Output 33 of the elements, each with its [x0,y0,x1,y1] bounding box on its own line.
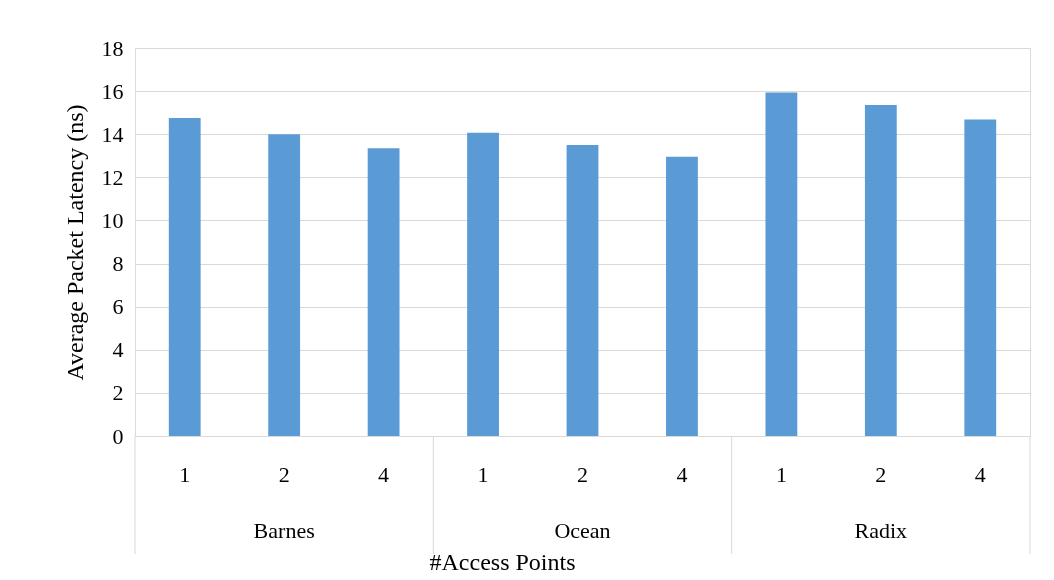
x-tick-label: 1 [179,461,191,487]
bar [566,145,599,436]
x-tick-label: 2 [875,461,887,487]
x-tick-label: 4 [676,461,688,487]
y-tick-label: 2 [112,380,124,406]
x-tick-label: 4 [974,461,986,487]
x-tick-label: 1 [477,461,489,487]
x-axis-title: #Access Points [429,549,576,575]
x-tick-label: 4 [378,461,390,487]
y-tick-label: 8 [112,251,124,277]
bar [964,119,997,436]
y-tick-label: 16 [101,78,124,104]
y-axis-title: Average Packet Latency (ns) [61,104,88,381]
bar [367,148,400,436]
bar [168,118,201,436]
bar [268,134,301,436]
y-tick-label: 14 [101,121,124,147]
y-tick-label: 4 [112,337,124,363]
bar [467,132,499,436]
y-tick-label: 18 [101,35,124,61]
text: Ocean [554,518,611,543]
y-tick-label: 10 [101,207,124,233]
x-tick-label: 2 [577,461,588,487]
bar [864,105,897,436]
x-tick-label: 1 [775,461,787,487]
bar [666,156,698,436]
text: Radix [854,518,908,543]
bar [765,92,798,436]
x-tick-label: 2 [278,461,290,487]
y-tick-label: 12 [101,164,124,190]
y-tick-label: 0 [112,423,124,449]
text: Barnes [253,518,315,543]
y-tick-label: 6 [112,294,124,320]
